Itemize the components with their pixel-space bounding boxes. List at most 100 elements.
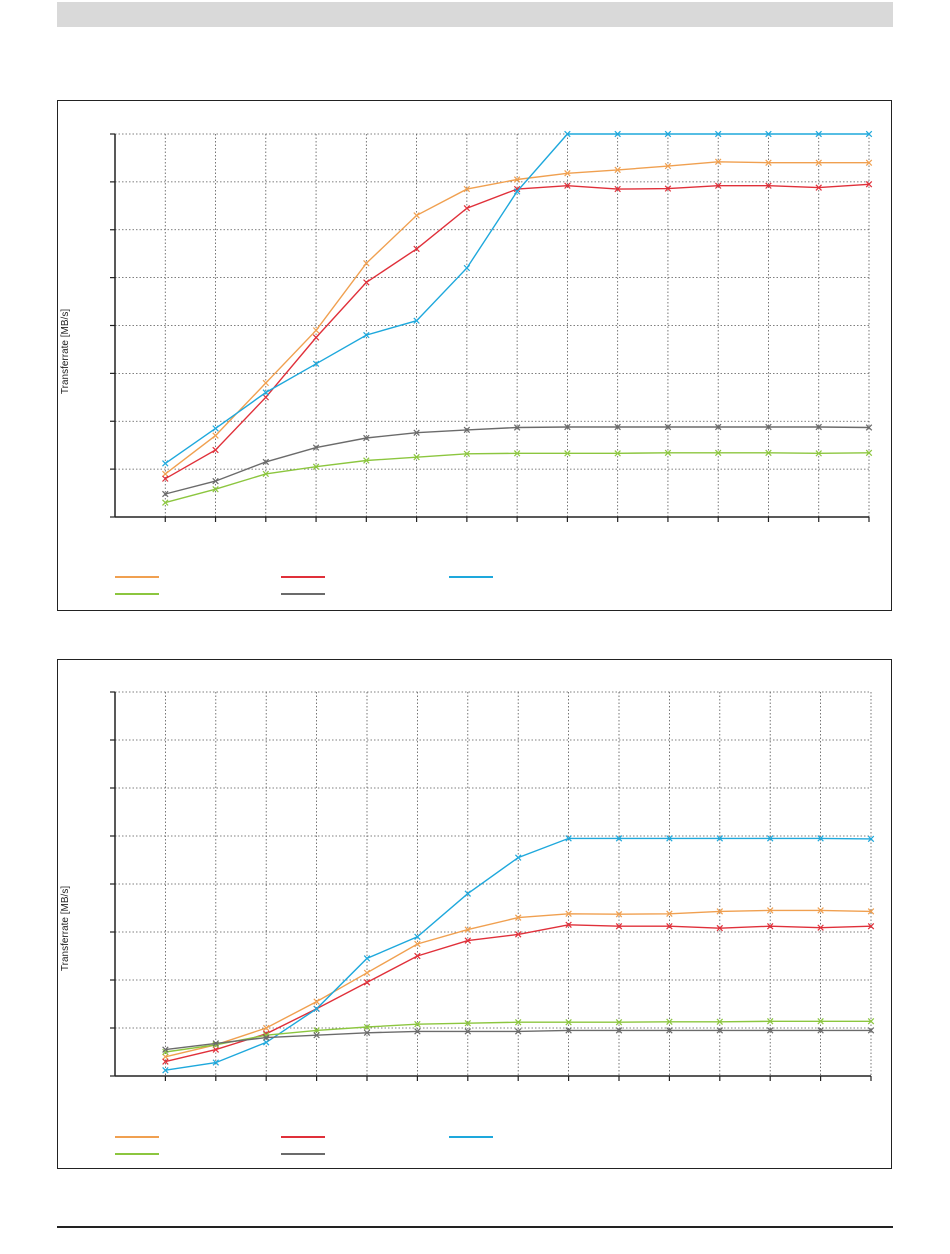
chart-2-series-2-point xyxy=(615,835,623,842)
chart-2-series-4-marker xyxy=(363,1029,371,1037)
chart-1-series-1-marker xyxy=(714,182,722,189)
chart-1-series-4-point xyxy=(513,424,521,431)
chart-1-series-3-marker xyxy=(513,450,521,457)
chart-1-series-2-point xyxy=(212,425,219,432)
chart-1-series-2-marker xyxy=(463,264,471,272)
chart-2-series-2-marker xyxy=(867,835,875,843)
chart-2-series-0-point xyxy=(514,914,522,921)
chart-1-series-1-point xyxy=(212,446,219,454)
chart-1-series-2-point xyxy=(564,130,571,138)
chart-1-series-1-marker xyxy=(513,185,521,193)
chart-1-series-3-point xyxy=(664,449,672,457)
chart-1-series-1-marker xyxy=(312,334,320,341)
chart-1-series-2-marker xyxy=(413,317,420,324)
chart-2-series-4-marker xyxy=(867,1027,875,1034)
chart-1-series-1-point xyxy=(162,475,169,482)
chart-2-series-3-marker xyxy=(363,1023,371,1031)
chart-1-series-1-marker xyxy=(212,446,219,454)
chart-2-series-2-point xyxy=(817,835,824,842)
chart-1-series-4-point xyxy=(564,423,571,431)
chart-1-series-4-point xyxy=(664,423,672,431)
chart-1-series-3-marker xyxy=(765,449,772,457)
chart-1-series-2-marker xyxy=(714,130,722,138)
chart-2-series-0-marker xyxy=(817,907,824,914)
chart-2-series-3-point xyxy=(615,1019,623,1026)
chart-2-series-4-marker xyxy=(716,1027,724,1034)
chart-1-series-4-marker xyxy=(564,423,571,431)
chart-1-series-2-point xyxy=(614,130,621,138)
chart-1-series-3-marker xyxy=(162,499,169,506)
chart-2-series-2-point xyxy=(363,955,371,962)
chart-1-series-1-point xyxy=(262,394,270,401)
chart-1-series-3-marker xyxy=(363,457,370,464)
chart-2-series-3-marker xyxy=(615,1019,623,1026)
chart-2-series-0-marker xyxy=(514,914,522,921)
chart-2-series-0-point xyxy=(666,910,673,917)
chart-1-series-2-point xyxy=(262,389,270,396)
chart-2-series-3-marker xyxy=(716,1018,724,1025)
chart-2-ylabel: Transferrate [MB/s] xyxy=(60,885,72,972)
chart-2-series-3-point xyxy=(716,1018,724,1025)
chart-2-series-3-marker xyxy=(514,1019,522,1026)
chart-2-series-3-point xyxy=(363,1023,371,1031)
chart-1-series-2-point xyxy=(513,188,521,195)
chart-2-series-1-point xyxy=(817,924,824,931)
chart-1-series-4-marker xyxy=(413,429,420,436)
chart-2-series-4-marker xyxy=(313,1031,320,1039)
footer-rule xyxy=(57,1226,893,1228)
chart-1-series-1-marker xyxy=(162,475,169,482)
chart-2-series-2-point xyxy=(666,835,673,842)
chart-2-series-4-marker xyxy=(615,1027,623,1034)
chart-2-series-4-marker xyxy=(666,1027,673,1034)
chart-2-series-0-marker xyxy=(464,926,472,933)
chart-1-series-4-marker xyxy=(212,477,219,485)
chart-panel-1: Transferrate [MB/s] xyxy=(57,100,892,611)
chart-1-series-1-marker xyxy=(815,184,822,191)
chart-1-series-4-marker xyxy=(815,423,822,431)
chart-2-series-1-point xyxy=(162,1058,169,1065)
chart-2-series-3-marker xyxy=(162,1048,169,1056)
chart-1-series-3-point xyxy=(413,453,420,461)
chart-2-series-0-marker xyxy=(716,908,724,915)
chart-2-series-1-point xyxy=(867,923,875,930)
chart-1-series-4-point xyxy=(865,424,873,431)
chart-1-series-1-point xyxy=(714,182,722,189)
chart-1-series-4-marker xyxy=(463,426,471,434)
chart-2-series-4-point xyxy=(615,1027,623,1034)
chart-1-series-4-marker xyxy=(262,458,270,466)
chart-2-series-3-point xyxy=(414,1020,421,1028)
chart-1-series-3-point xyxy=(162,499,169,506)
chart-1-series-1-point xyxy=(765,182,772,189)
chart-2-series-4-point xyxy=(766,1027,774,1034)
chart-1-series-2-point xyxy=(664,130,672,138)
chart-1-series-1-marker xyxy=(413,245,420,253)
chart-1-series-0-point xyxy=(262,379,270,387)
chart-2-series-0-marker xyxy=(262,1024,270,1032)
chart-2-series-1-point xyxy=(464,937,472,944)
chart-1-series-1-point xyxy=(614,185,621,193)
chart-2-series-1-point xyxy=(514,931,522,938)
chart-2-series-1-point xyxy=(666,923,673,930)
chart-1-series-0-marker xyxy=(262,379,270,387)
chart-1-series-1-point xyxy=(413,245,420,253)
chart-1-svg xyxy=(110,130,873,595)
chart-1-series-2-marker xyxy=(765,130,772,138)
chart-2-series-4-point xyxy=(565,1027,572,1034)
chart-2-series-4-marker xyxy=(162,1046,169,1053)
chart-1-series-0-marker xyxy=(312,327,320,334)
chart-1-series-0-marker xyxy=(765,159,772,166)
chart-2-series-3-marker xyxy=(666,1018,673,1025)
chart-1-series-1-point xyxy=(463,204,471,212)
chart-1-series-3-point xyxy=(865,449,873,457)
chart-1-series-3-point xyxy=(262,470,270,478)
chart-2-series-3-marker xyxy=(262,1031,270,1039)
chart-1-series-3-point xyxy=(815,450,822,457)
chart-1-series-0-point xyxy=(815,159,822,166)
chart-1-series-2-marker xyxy=(664,130,672,138)
chart-2-series-2-point xyxy=(766,835,774,842)
chart-2-series-3-marker xyxy=(817,1018,824,1025)
chart-1-series-0-marker xyxy=(614,166,621,174)
chart-1-series-3-marker xyxy=(614,450,621,457)
chart-2-series-4-marker xyxy=(414,1028,421,1035)
chart-2-series-3-point xyxy=(464,1019,472,1027)
